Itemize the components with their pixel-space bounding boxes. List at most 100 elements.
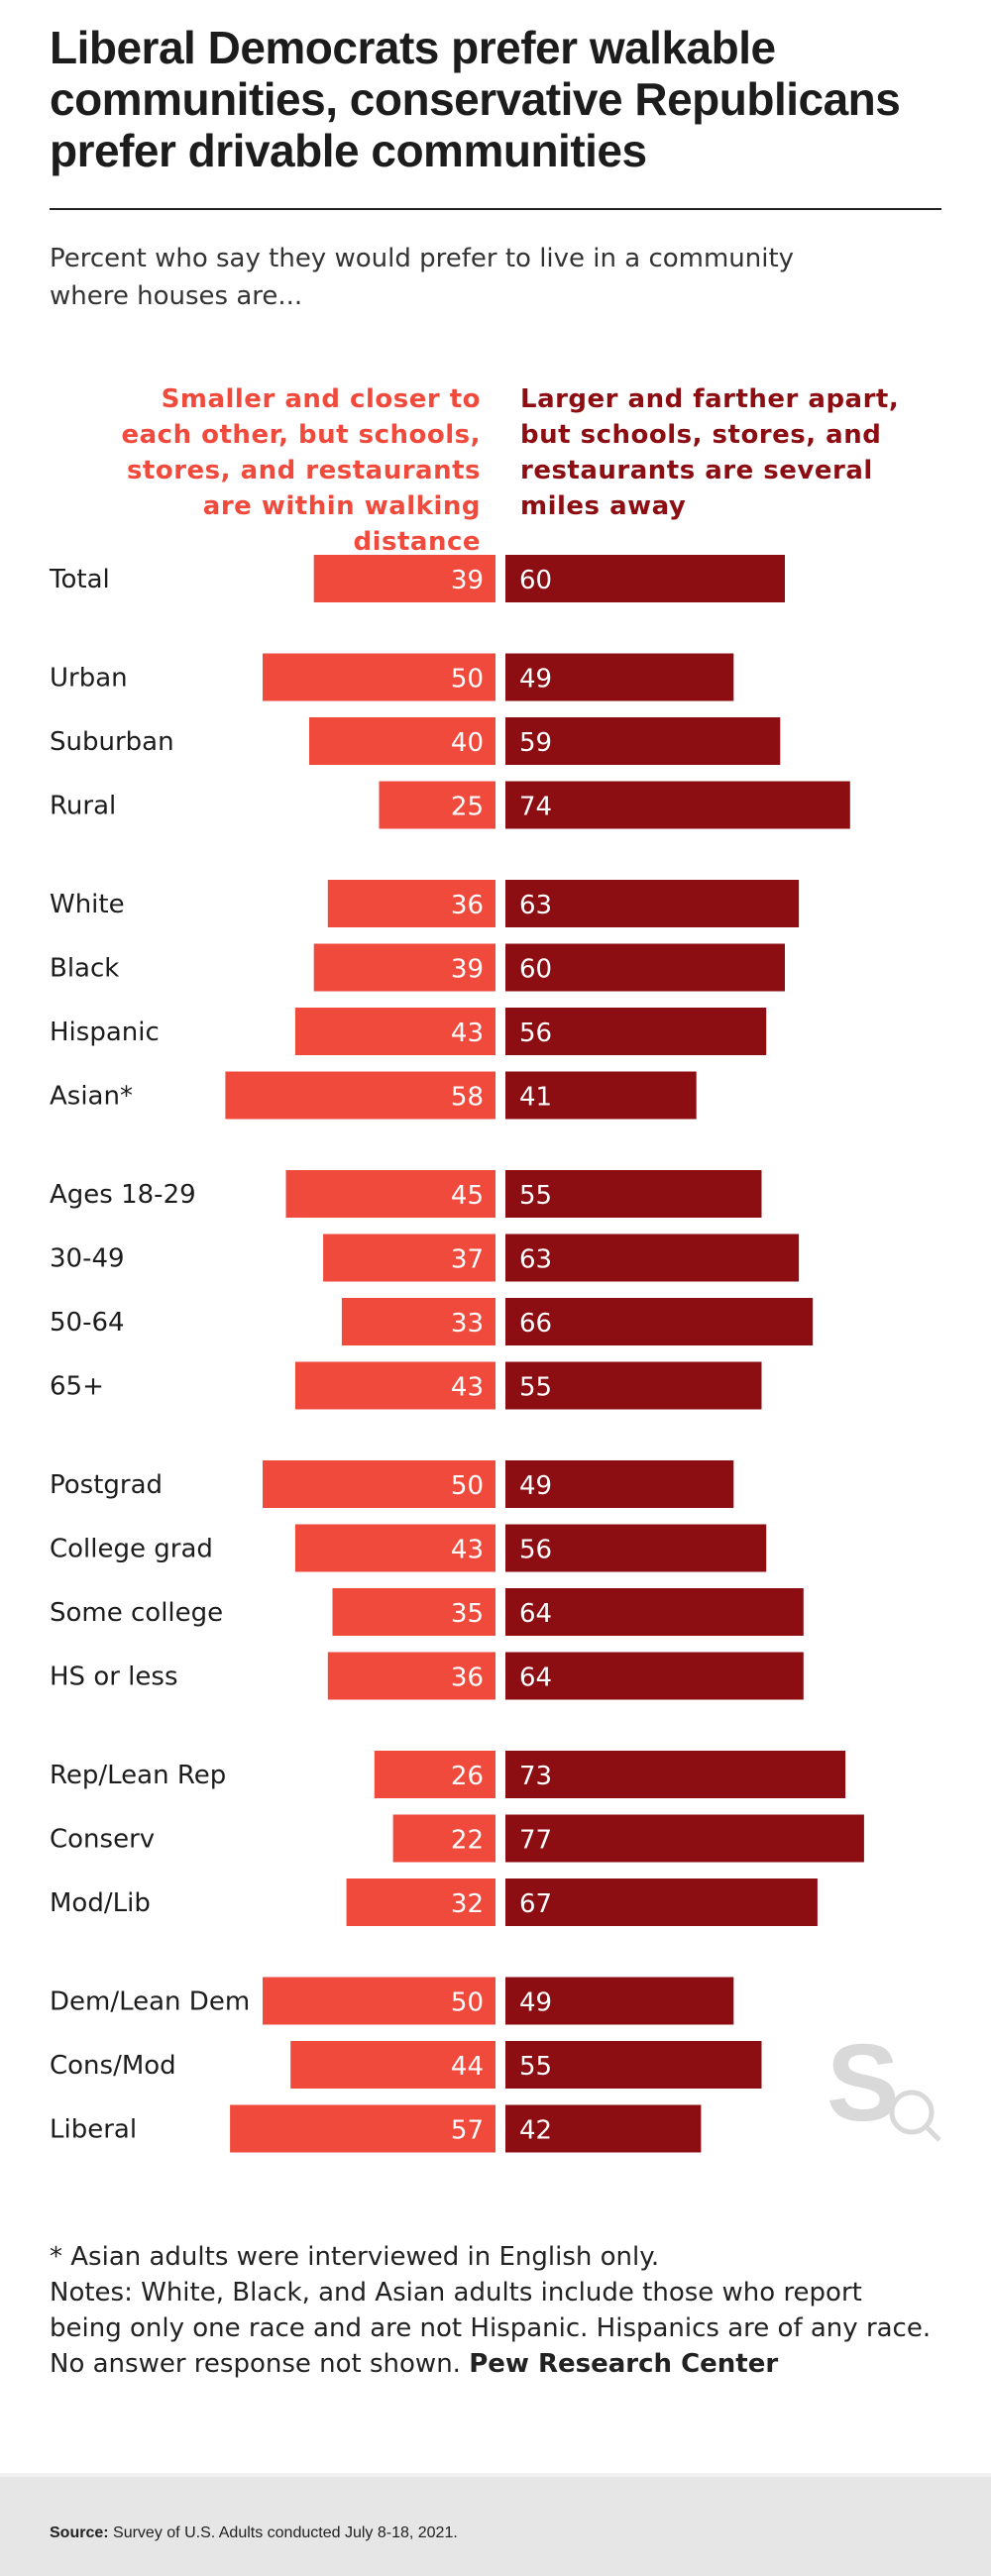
- row-label: Mod/Lib: [50, 1888, 151, 1918]
- value-label-drivable: 49: [519, 1988, 552, 2018]
- value-label-walkable: 44: [451, 2052, 484, 2082]
- bar-drivable: [505, 880, 800, 927]
- value-label-walkable: 35: [451, 1599, 484, 1629]
- source-org: Pew Research Center: [469, 2349, 779, 2379]
- value-label-walkable: 57: [451, 2116, 484, 2146]
- value-label-drivable: 67: [519, 1889, 552, 1919]
- bar-drivable: [505, 1652, 804, 1700]
- bar-drivable: [505, 555, 785, 602]
- bar-walkable: [263, 1460, 496, 1508]
- bar-walkable: [392, 1814, 496, 1863]
- chart-subtitle: Percent who say they would prefer to liv…: [50, 244, 795, 311]
- title-divider: [50, 208, 941, 210]
- bar-drivable: [505, 1298, 814, 1345]
- value-label-drivable: 49: [519, 1471, 552, 1501]
- asterisk-note: * Asian adults were interviewed in Engli…: [50, 2242, 660, 2272]
- bar-drivable: [505, 653, 734, 701]
- source-label: Source:: [50, 2524, 109, 2541]
- row-label: Ages 18-29: [50, 1180, 196, 1210]
- value-label-drivable: 64: [519, 1664, 552, 1693]
- footer-divider: [0, 2473, 991, 2477]
- value-label-walkable: 43: [451, 1536, 484, 1565]
- chart-title: Liberal Democrats prefer walkable commun…: [50, 22, 901, 176]
- value-label-walkable: 36: [451, 1664, 484, 1693]
- value-label-drivable: 63: [519, 1245, 552, 1275]
- row-label: Liberal: [50, 2115, 137, 2145]
- bar-drivable: [505, 1814, 864, 1863]
- value-label-drivable: 66: [519, 1309, 552, 1339]
- value-label-drivable: 77: [519, 1826, 552, 1856]
- value-label-drivable: 74: [519, 793, 552, 822]
- row-label: Some college: [50, 1598, 223, 1628]
- bar-walkable: [285, 1170, 496, 1218]
- row-label: Cons/Mod: [50, 2051, 176, 2081]
- bar-drivable: [505, 1071, 697, 1120]
- value-label-walkable: 26: [451, 1762, 484, 1791]
- bar-drivable: [505, 2041, 762, 2089]
- bar-drivable: [505, 1170, 762, 1218]
- value-label-walkable: 50: [451, 1988, 484, 2018]
- value-label-drivable: 60: [519, 955, 552, 985]
- bar-drivable: [505, 2104, 702, 2153]
- row-label: College grad: [50, 1535, 213, 1564]
- value-label-walkable: 43: [451, 1373, 484, 1403]
- row-label: White: [50, 890, 125, 919]
- value-label-walkable: 50: [451, 665, 484, 695]
- value-label-drivable: 55: [519, 1181, 552, 1211]
- bar-drivable: [505, 1524, 767, 1572]
- row-label: 50-64: [50, 1308, 125, 1338]
- bar-drivable: [505, 1977, 734, 2025]
- bar-walkable: [263, 1977, 496, 2025]
- value-label-walkable: 39: [451, 566, 484, 595]
- bar-walkable: [313, 555, 496, 602]
- notes-text: Notes: White, Black, and Asian adults in…: [50, 2278, 932, 2379]
- value-label-walkable: 50: [451, 1471, 484, 1501]
- value-label-walkable: 45: [451, 1181, 484, 1211]
- bar-drivable: [505, 717, 781, 765]
- value-label-drivable: 56: [519, 1536, 552, 1565]
- bar-drivable: [505, 1460, 734, 1508]
- value-label-drivable: 64: [519, 1599, 552, 1629]
- bar-drivable: [505, 781, 850, 829]
- value-label-drivable: 63: [519, 891, 552, 920]
- row-label: Black: [50, 954, 119, 984]
- methodology-note: Notes: White, Black, and Asian adults in…: [50, 2275, 941, 2382]
- left-series-header: Smaller and closer to each other, but sc…: [121, 384, 481, 557]
- bar-walkable: [230, 2104, 496, 2153]
- value-label-walkable: 25: [451, 793, 484, 822]
- row-label: HS or less: [50, 1663, 178, 1692]
- bar-walkable: [294, 1524, 496, 1572]
- diverging-bar-chart: Total 39 60 Urban 50 49 Suburban 40 59 Rural 25 74 W…: [49, 555, 864, 2153]
- value-label-walkable: 58: [451, 1083, 484, 1113]
- bar-walkable: [294, 1361, 496, 1410]
- bar-drivable: [505, 943, 785, 992]
- value-label-walkable: 43: [451, 1019, 484, 1048]
- notes-block: * Asian adults were interviewed in Engli…: [50, 2239, 941, 2382]
- svg-text:S: S: [826, 2022, 899, 2144]
- value-label-drivable: 42: [519, 2116, 552, 2146]
- row-label: Suburban: [50, 727, 174, 757]
- bar-drivable: [505, 1361, 762, 1410]
- row-label: Postgrad: [50, 1470, 163, 1500]
- bar-walkable: [327, 880, 496, 927]
- source-text: Survey of U.S. Adults conducted July 8-1…: [113, 2524, 458, 2541]
- bar-drivable: [505, 1878, 818, 1926]
- bar-drivable: [505, 1234, 800, 1282]
- sq-logo-icon: S: [826, 2022, 941, 2144]
- value-label-drivable: 60: [519, 566, 552, 595]
- value-label-walkable: 39: [451, 955, 484, 985]
- bar-walkable: [346, 1878, 496, 1926]
- bar-drivable: [505, 1751, 846, 1798]
- row-label: 30-49: [50, 1244, 125, 1274]
- row-label: Asian*: [50, 1082, 133, 1112]
- bar-drivable: [505, 1008, 767, 1055]
- value-label-walkable: 32: [451, 1889, 484, 1919]
- row-label: Total: [49, 565, 110, 594]
- value-label-walkable: 36: [451, 891, 484, 920]
- bar-drivable: [505, 1588, 804, 1636]
- value-label-drivable: 59: [519, 728, 552, 758]
- row-label: Rural: [50, 792, 116, 821]
- bar-walkable: [313, 943, 496, 992]
- row-label: Rep/Lean Rep: [50, 1761, 226, 1790]
- bar-walkable: [309, 717, 496, 765]
